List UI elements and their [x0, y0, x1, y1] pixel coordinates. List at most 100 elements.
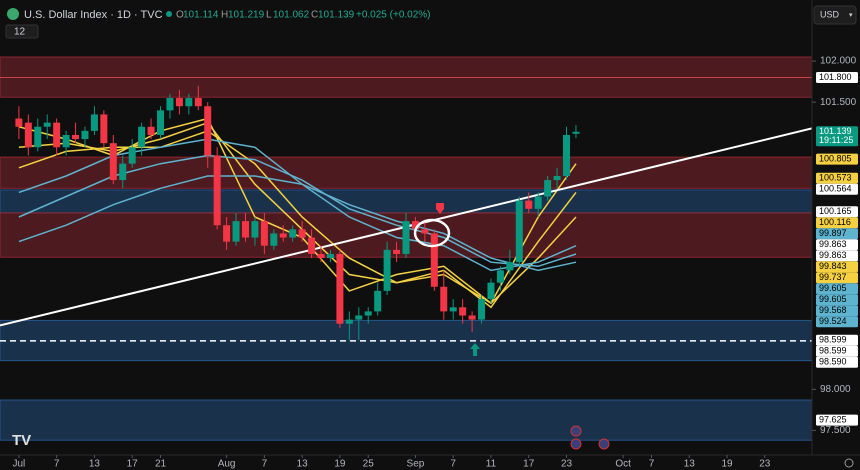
- price-label: 99.605: [819, 294, 847, 304]
- candle-body: [109, 143, 117, 181]
- candle-body: [298, 229, 306, 238]
- price-label: 98.599: [819, 346, 847, 356]
- price-label-box: [816, 414, 858, 426]
- x-tick-label: 19: [334, 459, 346, 470]
- ohlc-label: C: [311, 10, 318, 21]
- price-label-box: [816, 206, 858, 218]
- candle-body: [128, 147, 136, 164]
- price-label-box: [816, 153, 858, 165]
- x-tick-label: 7: [450, 459, 456, 470]
- symbol-title[interactable]: U.S. Dollar Index · 1D · TVC: [24, 9, 163, 21]
- ohlc-label: L: [266, 10, 272, 21]
- candle-body: [326, 253, 334, 259]
- candle-body: [34, 126, 42, 148]
- price-label: 99.863: [819, 239, 847, 249]
- candle-body: [119, 163, 127, 181]
- candle-body: [90, 114, 98, 131]
- x-tick-label: 13: [684, 459, 696, 470]
- currency[interactable]: USD: [820, 9, 840, 19]
- candle-body: [572, 131, 580, 134]
- indicator-toggle[interactable]: [5, 24, 39, 39]
- x-tick-label: 13: [89, 459, 101, 470]
- x-tick-label: 19: [721, 459, 733, 470]
- x-tick-label: 23: [759, 459, 771, 470]
- candle-body: [185, 98, 193, 107]
- candle-body: [421, 229, 429, 234]
- price-label-box: [816, 283, 858, 295]
- price-label: 98.590: [819, 357, 847, 367]
- price-label: 100.573: [819, 173, 852, 183]
- change: +0.025 (+0.02%): [356, 10, 431, 21]
- price-label-box: [816, 72, 858, 84]
- symbol-icon[interactable]: [7, 8, 19, 20]
- candle-body: [100, 114, 108, 144]
- price-label: 99.737: [819, 272, 847, 282]
- candle-body: [364, 311, 372, 316]
- candle-body: [213, 155, 221, 226]
- price-label: 99.897: [819, 228, 847, 238]
- sell-arrow: [436, 203, 444, 214]
- price-label: 100.165: [819, 206, 852, 216]
- x-tick-label: 11: [486, 459, 497, 470]
- ohlc-value: 101.139: [318, 10, 355, 21]
- candle-body: [355, 315, 363, 320]
- price-label-box: [816, 345, 858, 357]
- price-label-box: [816, 183, 858, 195]
- price-label-box: [816, 172, 858, 184]
- candle-body: [440, 286, 448, 312]
- price-label: 99.605: [819, 283, 847, 293]
- logo[interactable]: TV: [12, 432, 31, 449]
- price-label: 99.568: [819, 305, 847, 315]
- ohlc: O 101.114 H 101.219 L 101.062 C 101.139 +0.025 (…: [176, 10, 431, 21]
- price-label: 99.524: [819, 316, 847, 326]
- x-tick-label: 25: [363, 459, 375, 470]
- price-label: 99.843: [819, 261, 847, 271]
- y-tick-label: 101.500: [820, 97, 857, 108]
- candle-body: [279, 233, 287, 238]
- event-icon[interactable]: [570, 438, 582, 450]
- candle-body: [383, 249, 391, 291]
- x-tick-label: Jul: [12, 459, 25, 470]
- candle-body: [430, 233, 438, 287]
- candle-body: [81, 130, 89, 140]
- price-label-box: [816, 272, 858, 284]
- price-label: 98.599: [819, 335, 847, 345]
- candle-body: [251, 221, 259, 238]
- settings-icon[interactable]: [844, 458, 854, 468]
- plot: [0, 56, 812, 441]
- candle-body: [194, 98, 202, 107]
- x-tick-label: 23: [561, 459, 573, 470]
- candle-body: [459, 307, 467, 316]
- x-tick-label: 21: [155, 459, 167, 470]
- candle-body: [232, 221, 240, 242]
- candle-body: [24, 122, 32, 148]
- candle-body: [468, 315, 476, 320]
- currency-select[interactable]: [813, 5, 857, 25]
- price-label: 101.139: [819, 126, 852, 136]
- price-label: 99.863: [819, 250, 847, 260]
- price-label-box: [816, 316, 858, 328]
- price-label-box: [816, 239, 858, 251]
- x-tick-label: 17: [127, 459, 139, 470]
- x-tick-label: Sep: [407, 459, 425, 470]
- ohlc-label: O: [176, 10, 184, 21]
- indicator-count[interactable]: 12: [14, 27, 26, 38]
- price-label-box: [816, 126, 858, 147]
- candle-body: [534, 196, 542, 209]
- x-tick-label: 17: [523, 459, 535, 470]
- event-icon[interactable]: [598, 438, 610, 450]
- candle-body: [478, 299, 486, 320]
- candle-body: [241, 221, 249, 238]
- price-label-box: [816, 217, 858, 229]
- candle-body: [374, 290, 382, 312]
- event-icon[interactable]: [570, 425, 582, 437]
- candle-body: [317, 253, 325, 259]
- ohlc-value: 101.062: [273, 10, 310, 21]
- candle-body: [15, 118, 23, 127]
- price-label: 100.564: [819, 184, 852, 194]
- dropdown-arrow[interactable]: ▾: [849, 12, 853, 19]
- candle-body: [308, 237, 316, 254]
- candle-body: [289, 229, 297, 238]
